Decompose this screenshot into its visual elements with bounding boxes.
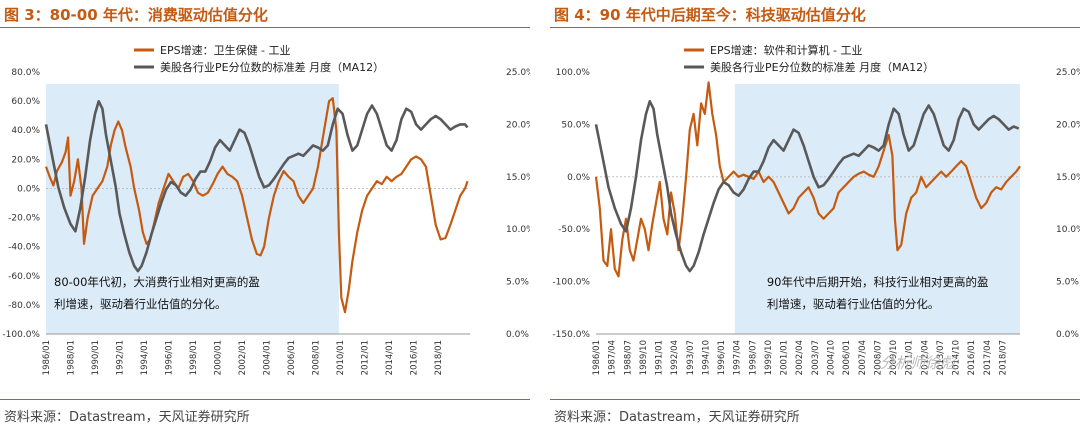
x-tick-label: 1991/01 xyxy=(655,340,665,375)
y-tick-label-left: 60.0% xyxy=(11,97,40,107)
annotation-text: 利增速，驱动着行业估值的分化。 xyxy=(767,297,940,311)
y-tick-label-right: 0.0% xyxy=(1056,330,1079,340)
y-tick-label-left: -40.0% xyxy=(8,243,40,253)
x-tick-label: 2014/10 xyxy=(952,340,962,375)
y-tick-label-right: 25.0% xyxy=(1056,68,1080,78)
y-tick-label-right: 0.0% xyxy=(506,330,529,340)
eps-series-line xyxy=(594,81,1021,278)
x-tick-label: 2006/01 xyxy=(287,340,297,375)
x-tick-label: 2016/01 xyxy=(410,340,420,375)
y-tick-label-right: 20.0% xyxy=(1056,120,1080,130)
annotation-text: 80-00年代初，大消费行业相对更高的盈 xyxy=(54,275,260,289)
y-tick-label-left: 50.0% xyxy=(561,120,590,130)
x-tick-label: 2001/01 xyxy=(780,340,790,375)
legend-entry: 美股各行业PE分位数的标准差 月度（MA12） xyxy=(710,60,934,74)
x-tick-label: 1992/04 xyxy=(670,340,680,375)
y-tick-label-left: -100.0% xyxy=(552,278,590,288)
x-tick-label: 1999/10 xyxy=(764,340,774,375)
y-tick-label-left: -20.0% xyxy=(8,214,40,224)
x-tick-label: 2018/07 xyxy=(998,340,1008,375)
x-tick-label: 2018/01 xyxy=(434,340,444,375)
x-tick-label: 2012/04 xyxy=(920,340,930,375)
x-tick-label: 1996/01 xyxy=(717,340,727,375)
y-tick-label-left: 40.0% xyxy=(11,126,40,136)
chart-title: 图 4：90 年代中后期至今：科技驱动估值分化 xyxy=(554,6,866,24)
x-tick-label: 1994/01 xyxy=(140,340,150,375)
x-tick-label: 2004/10 xyxy=(827,340,837,375)
x-tick-label: 2011/01 xyxy=(905,340,915,375)
y-tick-label-left: 0.0% xyxy=(567,173,590,183)
chart-1: 80.0% 60.0% 40.0% 20.0% 0.0% -20.0% -40.0% -60.… xyxy=(2,43,530,375)
legend-entry: EPS增速：软件和计算机 - 工业 xyxy=(710,43,863,57)
chart-panel-1: 图 3：80-00 年代：消费驱动估值分化 80.0% 60.0% 40.0% 20.… xyxy=(0,0,530,427)
legend-entry: EPS增速：卫生保健 - 工业 xyxy=(160,43,291,57)
x-tick-label: 1996/01 xyxy=(165,340,175,375)
y-tick-label-left: -60.0% xyxy=(8,272,40,282)
y-tick-label-left: -50.0% xyxy=(558,225,590,235)
annotation-text: 利增速，驱动着行业估值的分化。 xyxy=(54,297,227,311)
title-rule xyxy=(550,27,1080,28)
y-tick-label-left: 100.0% xyxy=(556,68,591,78)
y-tick-label-left: -80.0% xyxy=(8,301,40,311)
pe-std-series-line xyxy=(44,100,469,273)
source-rule xyxy=(550,399,1080,400)
x-tick-label: 1992/01 xyxy=(116,340,126,375)
x-tick-label: 2017/04 xyxy=(983,340,993,375)
x-tick-label: 2003/07 xyxy=(811,340,821,375)
title-rule xyxy=(0,27,530,28)
x-tick-label: 2014/01 xyxy=(385,340,395,375)
y-tick-label-right: 10.0% xyxy=(506,225,530,235)
y-tick-label-right: 25.0% xyxy=(506,68,530,78)
x-tick-label: 1998/01 xyxy=(189,340,199,375)
chart-panel-2: 图 4：90 年代中后期至今：科技驱动估值分化 100.0% 50.0% 0.0% -… xyxy=(550,0,1080,427)
y-tick-label-left: 20.0% xyxy=(11,155,40,165)
y-tick-label-right: 5.0% xyxy=(1056,278,1079,288)
x-tick-label: 1988/01 xyxy=(67,340,77,375)
x-tick-label: 1988/07 xyxy=(623,340,633,375)
chart-2: 100.0% 50.0% 0.0% -50.0% -100.0% -150.0% 25.0%… xyxy=(552,43,1080,375)
source-note: 资料来源：Datastream，天风证券研究所 xyxy=(4,410,250,425)
x-tick-label: 2002/04 xyxy=(795,340,805,375)
x-tick-label: 2009/10 xyxy=(889,340,899,375)
x-tick-label: 1998/07 xyxy=(748,340,758,375)
x-tick-label: 1990/01 xyxy=(91,340,101,375)
pe-std-series-line xyxy=(594,100,1020,273)
y-tick-label-left: 0.0% xyxy=(17,184,40,194)
x-tick-label: 2006/01 xyxy=(842,340,852,375)
x-tick-label: 2008/01 xyxy=(312,340,322,375)
x-tick-label: 1986/01 xyxy=(42,340,52,375)
y-tick-label-right: 5.0% xyxy=(506,278,529,288)
x-tick-label: 2002/01 xyxy=(238,340,248,375)
eps-series-line xyxy=(44,97,469,314)
x-tick-label: 1987/04 xyxy=(608,340,618,375)
watermark-text: 分析师徐彪 xyxy=(880,354,956,372)
legend-entry: 美股各行业PE分位数的标准差 月度（MA12） xyxy=(160,60,384,74)
y-tick-label-right: 10.0% xyxy=(1056,225,1080,235)
x-tick-label: 2013/07 xyxy=(936,340,946,375)
chart-title: 图 3：80-00 年代：消费驱动估值分化 xyxy=(4,6,268,24)
x-tick-label: 2004/01 xyxy=(263,340,273,375)
highlight-region xyxy=(46,84,339,334)
x-tick-label: 2010/01 xyxy=(336,340,346,375)
x-tick-label: 1997/04 xyxy=(733,340,743,375)
y-tick-label-left: -150.0% xyxy=(552,330,590,340)
x-tick-label: 2007/04 xyxy=(858,340,868,375)
annotation-text: 90年代中后期开始，科技行业相对更高的盈 xyxy=(767,275,989,289)
highlight-region xyxy=(734,84,1020,334)
x-tick-label: 2016/01 xyxy=(967,340,977,375)
source-note: 资料来源：Datastream，天风证券研究所 xyxy=(554,410,800,425)
x-tick-label: 2012/01 xyxy=(361,340,371,375)
x-tick-label: 2000/01 xyxy=(214,340,224,375)
source-rule xyxy=(0,399,530,400)
y-tick-label-left: 80.0% xyxy=(11,68,40,78)
x-tick-label: 1994/10 xyxy=(701,340,711,375)
x-tick-label: 1993/07 xyxy=(686,340,696,375)
x-tick-label: 1986/01 xyxy=(592,340,602,375)
y-tick-label-right: 15.0% xyxy=(506,173,530,183)
x-tick-label: 2008/07 xyxy=(873,340,883,375)
x-tick-label: 1989/10 xyxy=(639,340,649,375)
y-tick-label-right: 15.0% xyxy=(1056,173,1080,183)
y-tick-label-left: -100.0% xyxy=(2,330,40,340)
y-tick-label-right: 20.0% xyxy=(506,120,530,130)
